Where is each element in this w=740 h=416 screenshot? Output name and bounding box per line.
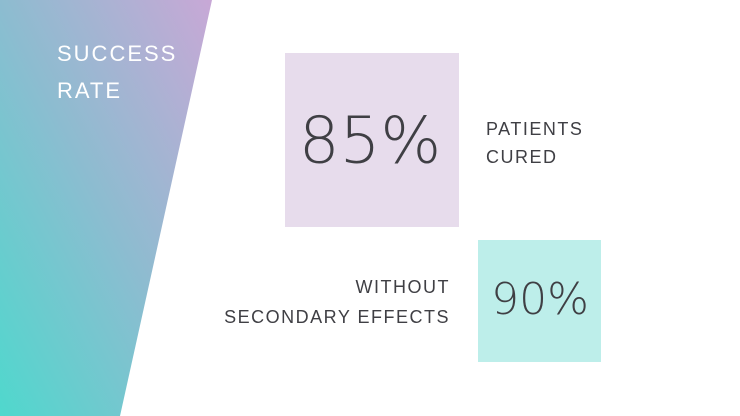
stat-box <box>478 240 601 362</box>
stat-label: PATIENTS <box>486 119 583 139</box>
title-line: SUCCESS <box>57 41 177 66</box>
stat-box <box>285 53 459 227</box>
stat-value: 85% <box>299 105 441 179</box>
stat-label: CURED <box>486 147 558 167</box>
stat-label: SECONDARY EFFECTS <box>224 307 450 327</box>
title-line: RATE <box>57 78 122 103</box>
stat-label: WITHOUT <box>356 277 450 297</box>
gradient-panel <box>0 0 212 416</box>
stat-value: 90% <box>491 274 589 325</box>
